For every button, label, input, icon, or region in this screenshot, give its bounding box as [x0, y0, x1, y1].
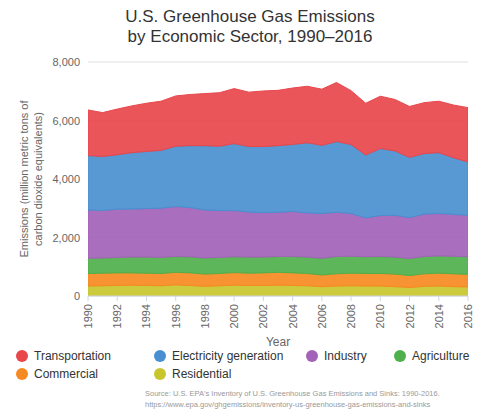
legend-marker: [154, 368, 166, 380]
x-tick: [292, 296, 293, 301]
x-axis-label: Year: [266, 335, 290, 349]
y-tick-label: 6,000: [52, 115, 80, 127]
x-tick-label: 1994: [140, 304, 152, 328]
x-tick: [468, 296, 469, 301]
legend-label: Industry: [324, 349, 367, 363]
grid-line: [88, 62, 468, 63]
x-tick-label: 2012: [404, 304, 416, 328]
legend-marker: [394, 350, 406, 362]
areas: [88, 82, 468, 296]
y-axis-label: carbon dioxide equivalents): [32, 112, 44, 246]
x-axis: [88, 296, 468, 297]
source-note: Source: U.S. EPA's Inventory of U.S. Gre…: [145, 389, 440, 398]
y-tick-label: 8,000: [52, 56, 80, 68]
x-tick: [380, 296, 381, 301]
x-tick: [234, 296, 235, 301]
x-tick: [175, 296, 176, 301]
x-tick-label: 2006: [316, 304, 328, 328]
grid-line: [88, 296, 468, 297]
area-series: [88, 256, 468, 276]
chart-title: by Economic Sector, 1990–2016: [128, 27, 373, 46]
legend-label: Residential: [172, 367, 231, 381]
x-tick-label: 2000: [228, 304, 240, 328]
x-tick-label: 2008: [345, 304, 357, 328]
x-tick-label: 1992: [111, 304, 123, 328]
x-tick-label: 2010: [374, 304, 386, 328]
y-axis-label: Emissions (million metric tons of: [18, 100, 30, 258]
x-tick-label: 1990: [82, 304, 94, 328]
source-note: https://www.epa.gov/ghgemissions/invento…: [145, 400, 430, 409]
x-tick: [263, 296, 264, 301]
y-tick-label: 2,000: [52, 232, 80, 244]
x-tick: [88, 296, 89, 301]
chart-title: U.S. Greenhouse Gas Emissions: [125, 7, 374, 26]
area-series: [88, 82, 468, 162]
y-tick-label: 0: [74, 290, 80, 302]
x-tick: [321, 296, 322, 301]
legend-label: Transportation: [34, 349, 111, 363]
x-tick-label: 2002: [257, 304, 269, 328]
x-tick-label: 1998: [199, 304, 211, 328]
legend-marker: [306, 350, 318, 362]
x-tick: [146, 296, 147, 301]
x-tick: [204, 296, 205, 301]
x-tick: [438, 296, 439, 301]
x-tick-label: 2004: [287, 304, 299, 328]
chart-svg: U.S. Greenhouse Gas Emissionsby Economic…: [0, 0, 500, 416]
legend-label: Commercial: [34, 367, 98, 381]
x-tick-label: 2014: [433, 304, 445, 328]
x-tick-label: 2016: [462, 304, 474, 328]
legend-marker: [16, 368, 28, 380]
legend-marker: [16, 350, 28, 362]
grid: [88, 62, 468, 296]
legend-marker: [154, 350, 166, 362]
y-tick-label: 4,000: [52, 173, 80, 185]
x-tick-label: 1996: [170, 304, 182, 328]
legend-label: Electricity generation: [172, 349, 283, 363]
legend-label: Agriculture: [412, 349, 470, 363]
legend: Transportation Electricity generation Indu…: [16, 349, 470, 381]
x-tick: [117, 296, 118, 301]
x-tick: [351, 296, 352, 301]
x-tick: [409, 296, 410, 301]
